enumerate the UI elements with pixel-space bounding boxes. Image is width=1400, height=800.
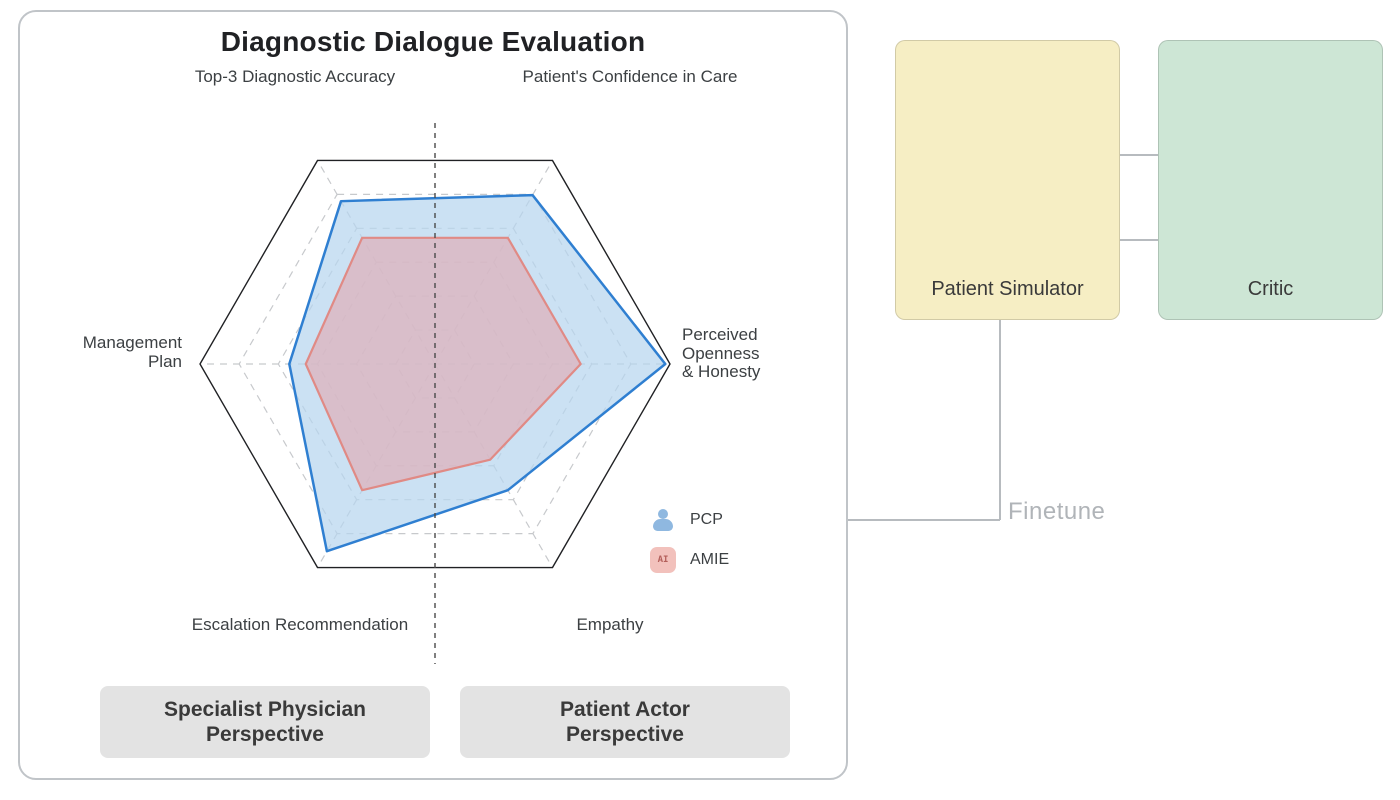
axis-label: ManagementPlan — [52, 334, 182, 371]
evaluation-panel: Diagnostic Dialogue Evaluation Top-3 Dia… — [18, 10, 848, 780]
axis-label: Escalation Recommendation — [160, 616, 440, 635]
critic-box: Critic — [1158, 40, 1383, 320]
axis-label: Patient's Confidence in Care — [490, 68, 770, 87]
patient-simulator-box: Patient Simulator — [895, 40, 1120, 320]
legend-amie-label: AMIE — [690, 551, 729, 569]
finetune-label: Finetune — [1008, 498, 1105, 526]
legend-pcp-label: PCP — [690, 511, 723, 529]
patient-simulator-label: Patient Simulator — [931, 278, 1083, 301]
axis-label: PerceivedOpenness& Honesty — [682, 326, 812, 382]
ai-icon: AI — [650, 547, 676, 573]
person-icon — [650, 507, 676, 533]
perspective-specialist: Specialist PhysicianPerspective — [100, 686, 430, 758]
perspective-patient: Patient ActorPerspective — [460, 686, 790, 758]
chart-legend: PCP AI AMIE — [650, 504, 729, 576]
legend-amie: AI AMIE — [650, 544, 729, 576]
radar-chart: Top-3 Diagnostic Accuracy Patient's Confi… — [60, 64, 810, 634]
critic-label: Critic — [1248, 278, 1294, 301]
panel-title: Diagnostic Dialogue Evaluation — [20, 26, 846, 58]
axis-label: Top-3 Diagnostic Accuracy — [165, 68, 425, 87]
axis-label: Empathy — [550, 616, 670, 635]
legend-pcp: PCP — [650, 504, 729, 536]
